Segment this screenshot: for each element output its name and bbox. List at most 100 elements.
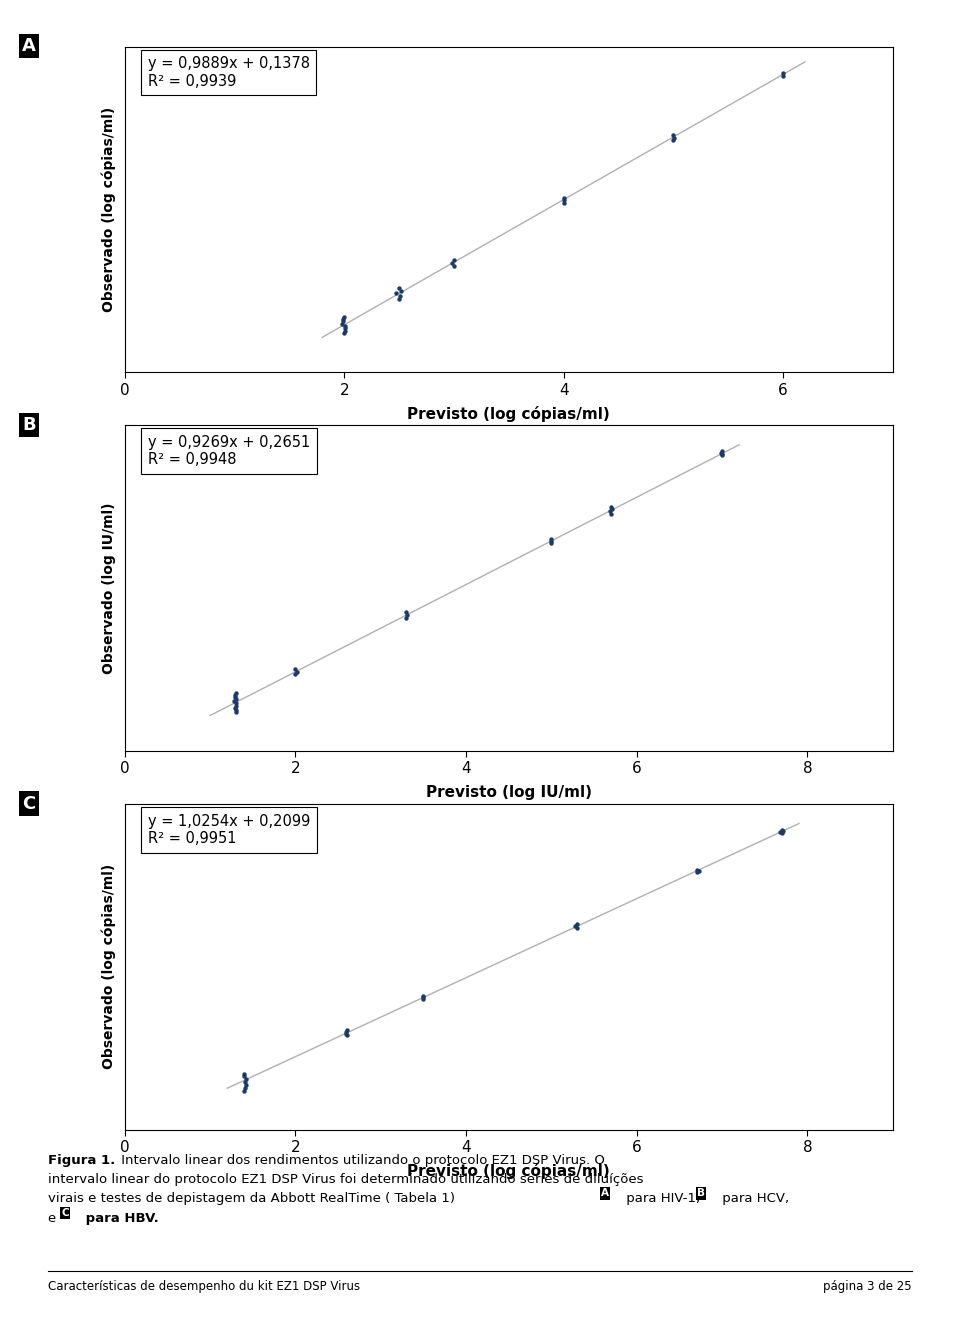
Text: para HCV,: para HCV,: [718, 1192, 789, 1205]
Point: [339, 1022, 354, 1043]
Point: [604, 496, 619, 517]
Text: e: e: [48, 1212, 60, 1225]
Point: [415, 986, 430, 1007]
Point: [543, 532, 559, 553]
Point: [604, 502, 619, 524]
Point: [416, 989, 431, 1010]
Point: [714, 444, 730, 465]
Point: [228, 696, 243, 718]
Text: B: B: [697, 1188, 705, 1199]
Text: Características de desempenho du kit EZ1 DSP Virus: Características de desempenho du kit EZ1…: [48, 1280, 360, 1293]
X-axis label: Previsto (log cópias/ml): Previsto (log cópias/ml): [407, 405, 611, 421]
Point: [569, 917, 585, 938]
Point: [339, 1025, 354, 1046]
Text: virais e testes de depistagem da Abbott RealTime ( Tabela 1): virais e testes de depistagem da Abbott …: [48, 1192, 464, 1205]
Text: Figura 1.: Figura 1.: [48, 1154, 115, 1167]
Text: página 3 de 25: página 3 de 25: [824, 1280, 912, 1293]
Point: [398, 607, 414, 629]
Point: [237, 1071, 252, 1092]
Point: [446, 255, 462, 276]
Text: para HBV.: para HBV.: [81, 1212, 158, 1225]
Point: [689, 861, 705, 882]
Point: [228, 692, 244, 714]
Text: y = 1,0254x + 0,2099
R² = 0,9951: y = 1,0254x + 0,2099 R² = 0,9951: [148, 813, 310, 847]
Text: C: C: [22, 795, 36, 813]
Point: [666, 128, 682, 149]
Point: [337, 318, 352, 339]
Y-axis label: Observado (log IU/ml): Observado (log IU/ml): [103, 502, 116, 674]
Point: [392, 278, 407, 299]
Point: [236, 1066, 252, 1087]
Point: [392, 288, 407, 310]
Point: [665, 130, 681, 152]
X-axis label: Previsto (log IU/ml): Previsto (log IU/ml): [426, 784, 591, 800]
Text: A: A: [22, 37, 36, 56]
Point: [288, 663, 303, 684]
Point: [713, 443, 729, 464]
Point: [236, 1080, 252, 1102]
Point: [336, 308, 351, 330]
Point: [714, 443, 730, 464]
Point: [339, 1019, 354, 1041]
Point: [774, 820, 789, 841]
Point: [776, 62, 791, 84]
Point: [714, 441, 730, 462]
Point: [228, 684, 243, 706]
Point: [543, 530, 559, 552]
Point: [335, 311, 350, 332]
Point: [337, 320, 352, 342]
Text: Intervalo linear dos rendimentos utilizando o protocolo EZ1 DSP Virus. O: Intervalo linear dos rendimentos utiliza…: [117, 1154, 605, 1167]
Point: [228, 695, 244, 716]
Point: [604, 498, 619, 520]
Point: [773, 821, 788, 843]
Point: [392, 286, 407, 307]
Point: [691, 860, 707, 881]
Point: [399, 605, 415, 626]
Point: [665, 125, 681, 146]
Point: [236, 1063, 252, 1084]
Point: [288, 659, 303, 680]
X-axis label: Previsto (log cópias/ml): Previsto (log cópias/ml): [407, 1163, 611, 1179]
Point: [393, 280, 408, 302]
Y-axis label: Observado (log cópias/ml): Observado (log cópias/ml): [102, 106, 116, 312]
Point: [228, 702, 244, 723]
Point: [237, 1076, 252, 1098]
Point: [388, 283, 403, 304]
Point: [543, 529, 559, 550]
Text: A: A: [601, 1188, 609, 1199]
Point: [238, 1069, 253, 1090]
Point: [689, 859, 705, 880]
Point: [337, 315, 352, 336]
Point: [228, 699, 244, 720]
Point: [569, 914, 585, 936]
Point: [556, 190, 571, 211]
Point: [776, 820, 791, 841]
Point: [603, 501, 618, 522]
Y-axis label: Observado (log cópias/ml): Observado (log cópias/ml): [102, 864, 116, 1070]
Text: y = 0,9889x + 0,1378
R² = 0,9939: y = 0,9889x + 0,1378 R² = 0,9939: [148, 56, 310, 89]
Point: [774, 823, 789, 844]
Point: [226, 691, 241, 712]
Point: [335, 314, 350, 335]
Text: B: B: [22, 416, 36, 435]
Point: [556, 187, 571, 209]
Text: y = 0,9269x + 0,2651
R² = 0,9948: y = 0,9269x + 0,2651 R² = 0,9948: [148, 435, 310, 468]
Point: [398, 602, 414, 623]
Point: [446, 250, 462, 271]
Text: intervalo linear do protocolo EZ1 DSP Virus foi determinado utilizando series de: intervalo linear do protocolo EZ1 DSP Vi…: [48, 1174, 643, 1185]
Point: [556, 193, 571, 214]
Point: [416, 985, 431, 1006]
Point: [228, 688, 244, 710]
Point: [337, 306, 352, 327]
Point: [337, 323, 352, 344]
Point: [567, 916, 583, 937]
Point: [228, 682, 244, 703]
Point: [289, 661, 304, 682]
Text: C: C: [61, 1208, 69, 1217]
Point: [228, 687, 243, 708]
Point: [338, 1023, 353, 1045]
Point: [238, 1074, 253, 1095]
Point: [776, 65, 791, 86]
Text: para HIV-1,: para HIV-1,: [622, 1192, 708, 1205]
Point: [444, 253, 460, 274]
